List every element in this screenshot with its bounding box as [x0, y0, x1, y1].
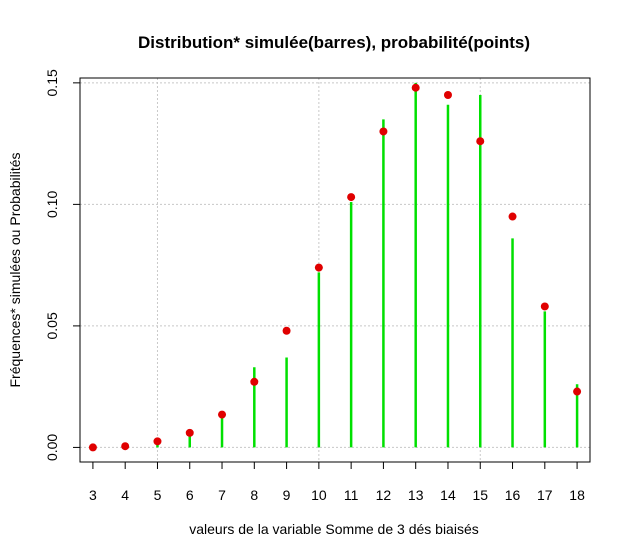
x-tick-label: 8 [250, 487, 258, 503]
data-point [573, 387, 582, 396]
x-tick-label: 7 [218, 487, 226, 503]
data-point [185, 428, 194, 437]
x-tick-label: 17 [537, 487, 553, 503]
x-tick-label: 13 [408, 487, 424, 503]
y-tick-label: 0.15 [44, 69, 60, 96]
x-tick-label: 14 [440, 487, 456, 503]
plot-frame [79, 77, 591, 463]
data-point [250, 377, 259, 386]
x-tick-label: 16 [505, 487, 521, 503]
x-tick-label: 4 [121, 487, 129, 503]
x-tick-label: 18 [569, 487, 585, 503]
y-axis: 0.00 0.05 0.10 0.15 [44, 69, 80, 461]
data-point [476, 137, 485, 146]
point-series [88, 83, 582, 452]
chart-title: Distribution* simulée(barres), probabili… [138, 33, 530, 52]
x-tick-label: 15 [472, 487, 488, 503]
data-point [88, 443, 97, 452]
data-point [121, 442, 130, 451]
data-point [153, 437, 162, 446]
data-point [314, 263, 323, 272]
x-tick-label: 12 [376, 487, 392, 503]
data-point [379, 127, 388, 136]
data-point [443, 91, 452, 100]
y-tick-label: 0.05 [44, 312, 60, 339]
x-tick-label: 10 [311, 487, 327, 503]
bar-series [156, 82, 579, 448]
x-tick-label: 5 [154, 487, 162, 503]
x-tick-label: 3 [89, 487, 97, 503]
x-tick-label: 11 [344, 487, 359, 503]
data-point [508, 212, 517, 221]
data-point [282, 326, 291, 335]
y-tick-label: 0.00 [44, 434, 60, 461]
x-tick-label: 6 [186, 487, 194, 503]
x-axis-label: valeurs de la variable Somme de 3 dés bi… [189, 521, 479, 537]
y-tick-label: 0.10 [44, 191, 60, 218]
data-point [540, 302, 549, 311]
data-point [347, 193, 356, 202]
data-point [218, 410, 227, 419]
y-axis-label: Fréquences* simulées ou Probabilités [7, 152, 23, 387]
x-tick-label: 9 [283, 487, 291, 503]
data-point [411, 83, 420, 92]
x-axis: 3 4 5 6 7 8 9 10 11 12 13 14 15 16 17 18 [89, 462, 585, 503]
